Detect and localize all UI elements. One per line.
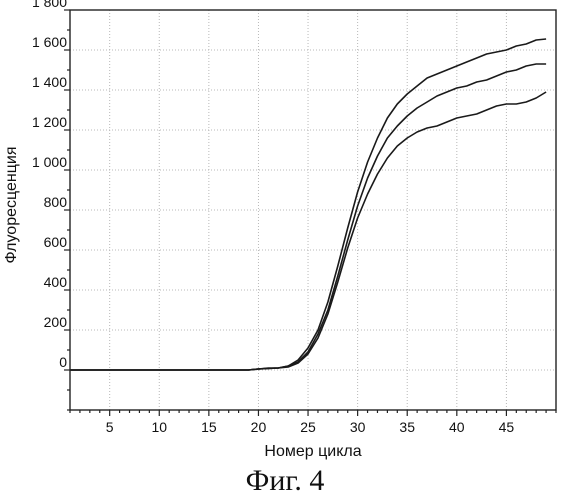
y-tick-label: 1 000	[32, 154, 67, 170]
y-tick-label: 0	[59, 354, 67, 370]
x-tick-label: 30	[350, 419, 366, 435]
x-axis: 5 10 15 20 25 30 35 40 45	[70, 410, 556, 435]
y-tick-label: 800	[44, 194, 68, 210]
y-tick-label: 1 400	[32, 74, 67, 90]
x-tick-label: 35	[399, 419, 415, 435]
x-tick-label: 25	[300, 419, 316, 435]
y-tick-label: 200	[44, 314, 68, 330]
x-tick-label: 5	[106, 419, 114, 435]
y-axis: 0 200 400 600 800 1 000 1 200 1 400 1 600 1 800	[32, 0, 70, 410]
y-tick-label: 1 600	[32, 34, 67, 50]
y-tick-label: 1 200	[32, 114, 67, 130]
y-tick-label: 1 800	[32, 0, 67, 10]
x-tick-label: 45	[499, 419, 515, 435]
x-axis-title: Номер цикла	[264, 443, 361, 460]
y-tick-label: 600	[44, 234, 68, 250]
x-tick-label: 20	[251, 419, 267, 435]
y-axis-title: Флуоресценция	[3, 147, 20, 264]
figure-caption: Фиг. 4	[246, 464, 325, 497]
x-tick-label: 40	[449, 419, 465, 435]
grid	[70, 10, 556, 410]
x-tick-label: 10	[151, 419, 167, 435]
x-tick-label: 15	[201, 419, 217, 435]
y-tick-label: 400	[44, 274, 68, 290]
